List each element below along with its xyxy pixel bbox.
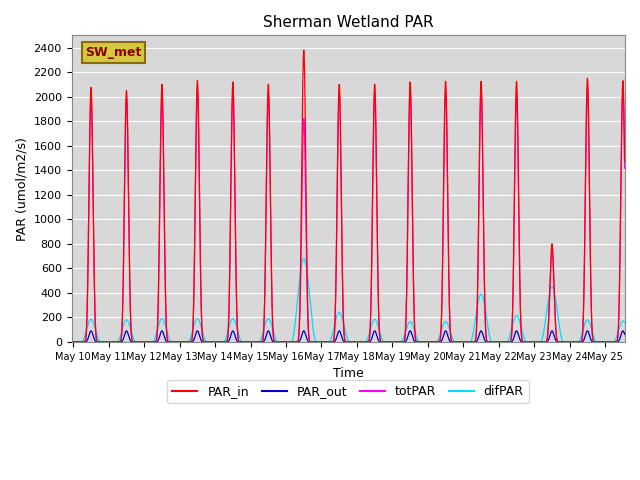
Text: SW_met: SW_met	[85, 46, 141, 59]
Title: Sherman Wetland PAR: Sherman Wetland PAR	[263, 15, 433, 30]
Legend: PAR_in, PAR_out, totPAR, difPAR: PAR_in, PAR_out, totPAR, difPAR	[168, 380, 529, 403]
X-axis label: Time: Time	[333, 367, 364, 380]
Y-axis label: PAR (umol/m2/s): PAR (umol/m2/s)	[15, 137, 28, 240]
